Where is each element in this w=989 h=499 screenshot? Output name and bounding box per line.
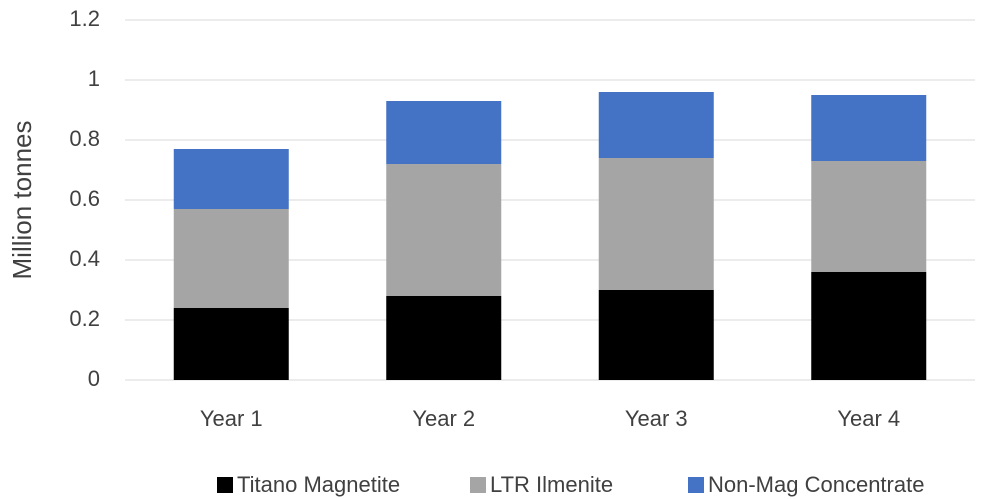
bar-segment (173, 209, 289, 308)
legend-label: Non-Mag Concentrate (708, 472, 924, 497)
legend-swatch (217, 477, 233, 493)
bar-segment (811, 272, 927, 380)
bar-segment (173, 149, 289, 209)
bar-segment (598, 290, 714, 380)
y-tick-label: 1 (88, 66, 100, 91)
legend-label: Titano Magnetite (237, 472, 400, 497)
bar-segment (173, 308, 289, 380)
y-tick-label: 0.4 (69, 246, 100, 271)
y-tick-label: 1.2 (69, 6, 100, 31)
x-tick-label: Year 4 (837, 406, 900, 431)
x-tick-label: Year 3 (625, 406, 688, 431)
legend-swatch (470, 477, 486, 493)
legend-label: LTR Ilmenite (490, 472, 613, 497)
x-tick-label: Year 1 (200, 406, 263, 431)
legend-swatch (688, 477, 704, 493)
y-tick-label: 0.8 (69, 126, 100, 151)
bar-segment (811, 95, 927, 161)
y-tick-label: 0 (88, 366, 100, 391)
bar-segment (811, 161, 927, 272)
x-tick-label: Year 2 (412, 406, 475, 431)
bar-segment (386, 101, 502, 164)
bar-segment (598, 92, 714, 158)
bar-segment (386, 164, 502, 296)
y-tick-label: 0.6 (69, 186, 100, 211)
y-tick-label: 0.2 (69, 306, 100, 331)
bar-segment (386, 296, 502, 380)
y-axis-label: Million tonnes (7, 121, 37, 280)
bar-segment (598, 158, 714, 290)
